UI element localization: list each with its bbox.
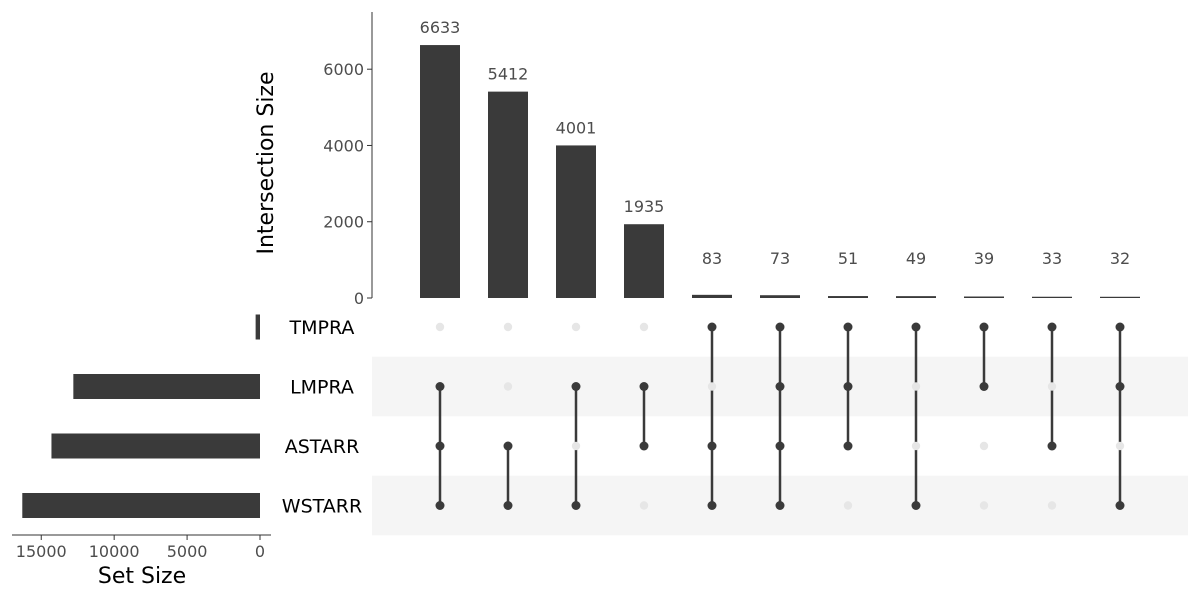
matrix-dot-active [1047, 441, 1057, 451]
matrix-dot-active [911, 501, 921, 510]
intersection-bar-6 [828, 296, 868, 298]
matrix-dot-active [775, 441, 785, 451]
matrix-dot-inactive [571, 322, 581, 332]
intersection-y-axis-title: Intersection Size [254, 71, 279, 254]
matrix-dot-active [435, 382, 445, 391]
set-size-panel: 15000 10000 5000 0 Set Size [12, 314, 271, 589]
matrix-dot-active [571, 501, 581, 510]
intersection-bar-3 [624, 224, 664, 298]
set-name-tmpra: TMPRA [289, 317, 355, 339]
intersection-bar-label: 51 [838, 249, 858, 268]
intersection-bar-9 [1032, 296, 1072, 298]
set-name-wstarr: WSTARR [282, 496, 362, 518]
intersection-bar-label: 6633 [420, 18, 461, 37]
matrix-dot-active [979, 322, 989, 332]
matrix-dot-inactive [911, 441, 921, 451]
intersection-bar-8 [964, 296, 1004, 298]
set-size-bar-lmpra [73, 374, 260, 399]
matrix-dot-active [1047, 322, 1057, 332]
matrix-dot-active [1115, 382, 1125, 391]
matrix-dot-active [1115, 501, 1125, 510]
intersection-bar-10 [1100, 296, 1140, 298]
matrix-dot-active [639, 382, 649, 391]
set-size-x-ticks: 15000 10000 5000 0 [16, 535, 265, 561]
matrix-dot-active [435, 441, 445, 451]
matrix-dot-inactive [979, 501, 989, 510]
matrix-dot-active [843, 322, 853, 332]
intersection-bar-label: 39 [974, 249, 994, 268]
intersection-bar-label: 49 [906, 249, 926, 268]
intersection-y-ticks: 0 2000 4000 6000 [323, 60, 372, 308]
matrix-dot-active [775, 322, 785, 332]
intersection-bar-label: 73 [770, 249, 790, 268]
matrix-dot-inactive [979, 441, 989, 451]
set-names: TMPRA LMPRA ASTARR WSTARR [282, 317, 362, 518]
matrix-dot-active [1115, 322, 1125, 332]
matrix-dot-inactive [503, 322, 513, 332]
intersection-bar-7 [896, 296, 936, 298]
matrix-dot-inactive [843, 501, 853, 510]
matrix-dot-active [911, 322, 921, 332]
intersection-bars [420, 45, 1140, 298]
matrix-dot-inactive [639, 501, 649, 510]
intersection-y-tick-label: 0 [354, 289, 364, 308]
set-size-x-axis-title: Set Size [98, 564, 186, 589]
matrix-dot-active [843, 382, 853, 391]
intersection-matrix [435, 322, 1125, 510]
set-size-bar-astarr [51, 433, 261, 459]
intersection-bar-label: 5412 [488, 65, 529, 84]
intersection-bar-4 [692, 294, 732, 298]
intersection-size-panel: 0 2000 4000 6000 6633 5412 4001 1935 83 73 51 49 39… [254, 12, 1140, 308]
matrix-dot-active [979, 382, 989, 391]
set-size-x-tick-label: 10000 [89, 542, 140, 561]
matrix-dot-inactive [571, 441, 581, 451]
matrix-dot-active [503, 501, 513, 510]
set-size-x-tick-label: 15000 [16, 542, 67, 561]
matrix-dot-inactive [1047, 382, 1057, 391]
intersection-bar-0 [420, 45, 460, 298]
matrix-dot-inactive [707, 382, 717, 391]
matrix-dot-inactive [1047, 501, 1057, 510]
matrix-dot-active [843, 441, 853, 451]
set-name-lmpra: LMPRA [290, 377, 354, 399]
matrix-dot-inactive [911, 382, 921, 391]
set-size-x-tick-label: 5000 [167, 542, 208, 561]
matrix-dot-active [775, 501, 785, 510]
intersection-bar-5 [760, 295, 800, 298]
intersection-y-tick-label: 4000 [323, 136, 364, 155]
matrix-dot-inactive [503, 382, 513, 391]
intersection-y-tick-label: 6000 [323, 60, 364, 79]
intersection-bar-label: 33 [1042, 249, 1062, 268]
intersection-bar-1 [488, 91, 528, 298]
set-size-bar-wstarr [22, 493, 260, 518]
matrix-dot-inactive [1115, 441, 1125, 451]
matrix-dot-active [707, 441, 717, 451]
intersection-bar-labels: 6633 5412 4001 1935 83 73 51 49 39 33 32 [420, 18, 1131, 268]
matrix-dot-active [707, 501, 717, 510]
set-size-bars [22, 314, 261, 518]
intersection-bar-2 [556, 145, 596, 298]
set-size-x-tick-label: 0 [255, 542, 265, 561]
intersection-bar-label: 4001 [556, 118, 597, 137]
intersection-y-tick-label: 2000 [323, 213, 364, 232]
matrix-dot-active [639, 441, 649, 451]
intersection-bar-label: 83 [702, 249, 722, 268]
matrix-dot-inactive [435, 322, 445, 332]
set-size-bar-tmpra [255, 314, 260, 340]
matrix-dot-active [707, 322, 717, 332]
intersection-bar-label: 1935 [624, 197, 665, 216]
matrix-dot-inactive [639, 322, 649, 332]
matrix-dot-active [503, 441, 513, 451]
matrix-dot-active [775, 382, 785, 391]
intersection-bar-label: 32 [1110, 249, 1130, 268]
set-name-astarr: ASTARR [285, 436, 360, 458]
matrix-dot-active [571, 382, 581, 391]
matrix-dot-active [435, 501, 445, 510]
